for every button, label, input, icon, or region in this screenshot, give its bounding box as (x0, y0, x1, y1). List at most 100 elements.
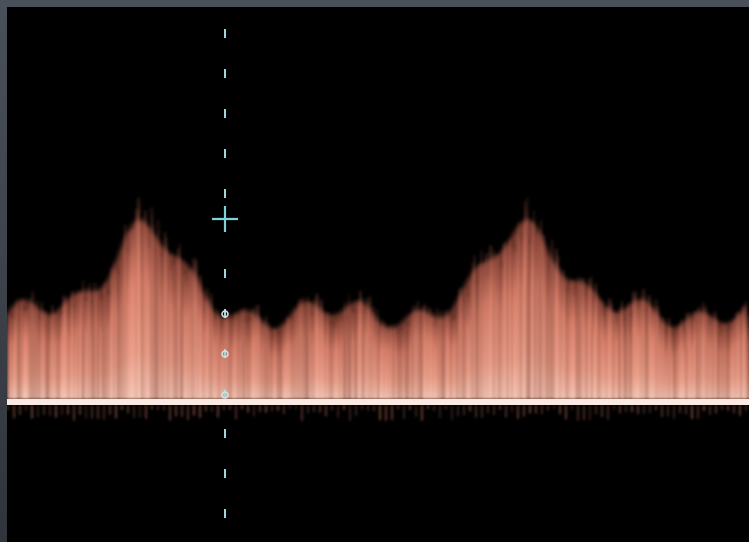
spectrum-streak (651, 312, 656, 399)
spectrum-noise (523, 405, 525, 417)
spectrum-noise (319, 405, 321, 413)
spectrum-streak (211, 312, 215, 399)
spectrum-noise (733, 405, 735, 414)
spectrum-streak (440, 309, 443, 399)
spectrum-streak (86, 286, 91, 399)
spectrum-streak (528, 242, 533, 399)
spectrum-streak (561, 269, 566, 399)
spectrum-streak (348, 294, 350, 399)
spectrum-streak (744, 301, 748, 399)
spectrum-streak (429, 316, 434, 399)
spectrum-noise (289, 405, 291, 410)
spectrum-streak (539, 220, 543, 399)
spectrum-streak (603, 316, 606, 399)
baseline (7, 399, 749, 405)
spectrum-streak (383, 322, 387, 399)
spectrum-streak (119, 260, 122, 399)
spectrum-streak (693, 311, 696, 399)
spectrum-streak (55, 313, 59, 399)
crosshair-icon (212, 206, 238, 232)
spectrum-streak (726, 330, 730, 399)
spectrum-noise (379, 405, 381, 421)
spectrum-noise (511, 405, 513, 413)
spectrum-streak (455, 312, 459, 399)
spectrum-streak (387, 324, 392, 399)
spectrum-noise (151, 405, 153, 410)
spectrum-noise (655, 405, 657, 411)
spectrum-streak (62, 295, 67, 399)
spectrum-noise (67, 405, 69, 415)
spectrum-noise (229, 405, 231, 410)
spectrum-streak (13, 307, 17, 399)
spectrum-noise (241, 405, 243, 410)
spectrum-streak (132, 228, 136, 399)
spectrum-streak (700, 314, 704, 399)
spectrum-streak (216, 308, 220, 399)
spectrum-noise (541, 405, 543, 415)
spectrum-streak (158, 246, 162, 399)
spectrum-streak (579, 277, 584, 399)
spectrum-streak (44, 310, 47, 399)
spectrum-noise (55, 405, 57, 418)
spectrum-noise (565, 405, 567, 420)
spectrum-streak (647, 295, 652, 399)
spectrum-streak (704, 306, 708, 399)
spectrum-noise (253, 405, 255, 417)
spectrum-streak (326, 312, 329, 399)
spectrum-streak (128, 231, 133, 399)
spectrum-streak (264, 315, 268, 399)
spectrum-streak (279, 334, 283, 399)
spectrum-streak (356, 300, 361, 399)
spectrum-streak (464, 288, 468, 399)
spectrum-streak (616, 322, 619, 399)
spectrum-streak (488, 245, 493, 399)
spectrum-streak (284, 323, 288, 399)
spectrum-streak (81, 280, 85, 399)
spectrum-streak (73, 308, 76, 399)
spectrum-streak (90, 303, 93, 399)
spectrum-streak (42, 310, 46, 399)
spectrum-streak (11, 318, 16, 399)
spectrum-streak (321, 312, 325, 399)
spectrum-streak (249, 320, 252, 399)
spectrum-streak (372, 306, 376, 399)
spectrum-noise (37, 405, 39, 417)
spectrum-noise (457, 405, 459, 416)
spectrum-streak (185, 280, 189, 399)
spectrum-noise (709, 405, 711, 415)
spectrum-streak (491, 253, 496, 399)
spectrum-noise (175, 405, 177, 417)
spectrum-noise (607, 405, 609, 420)
spectrum-streak (125, 252, 130, 399)
spectrum-streak (213, 320, 217, 399)
spectrum-streak (154, 234, 158, 399)
spectrum-streak (178, 243, 181, 399)
spectrum-streak (92, 282, 97, 399)
spectrum-streak (106, 295, 110, 399)
spectrum-streak (482, 263, 486, 399)
spectrum-streak (15, 299, 18, 399)
spectrum-streak (299, 298, 302, 399)
spectrum-noise (247, 405, 249, 413)
spectrum-noise (121, 405, 123, 410)
spectrum-streak (537, 228, 540, 399)
spectrum-streak (530, 221, 534, 399)
spectrum-noise (355, 405, 357, 416)
spectrum-noise (313, 405, 315, 412)
spectrum-streak (114, 269, 117, 399)
spectrum-streak (733, 319, 737, 399)
spectrum-streak (510, 247, 515, 399)
spectrum-streak (517, 222, 520, 399)
spectrum-noise (31, 405, 33, 419)
spectrum-streak (427, 307, 432, 399)
spectrum-streak (607, 298, 612, 399)
spectrum-streak (365, 298, 370, 399)
spectrum-streak (18, 308, 22, 399)
spectrum-streak (713, 311, 717, 399)
spectrum-streak (570, 280, 575, 399)
spectrum-streak (273, 328, 277, 399)
spectrum-streak (339, 315, 344, 399)
spectrum-streak (381, 318, 384, 399)
spectrum-streak (614, 313, 619, 399)
spectrum-streak (271, 337, 274, 399)
